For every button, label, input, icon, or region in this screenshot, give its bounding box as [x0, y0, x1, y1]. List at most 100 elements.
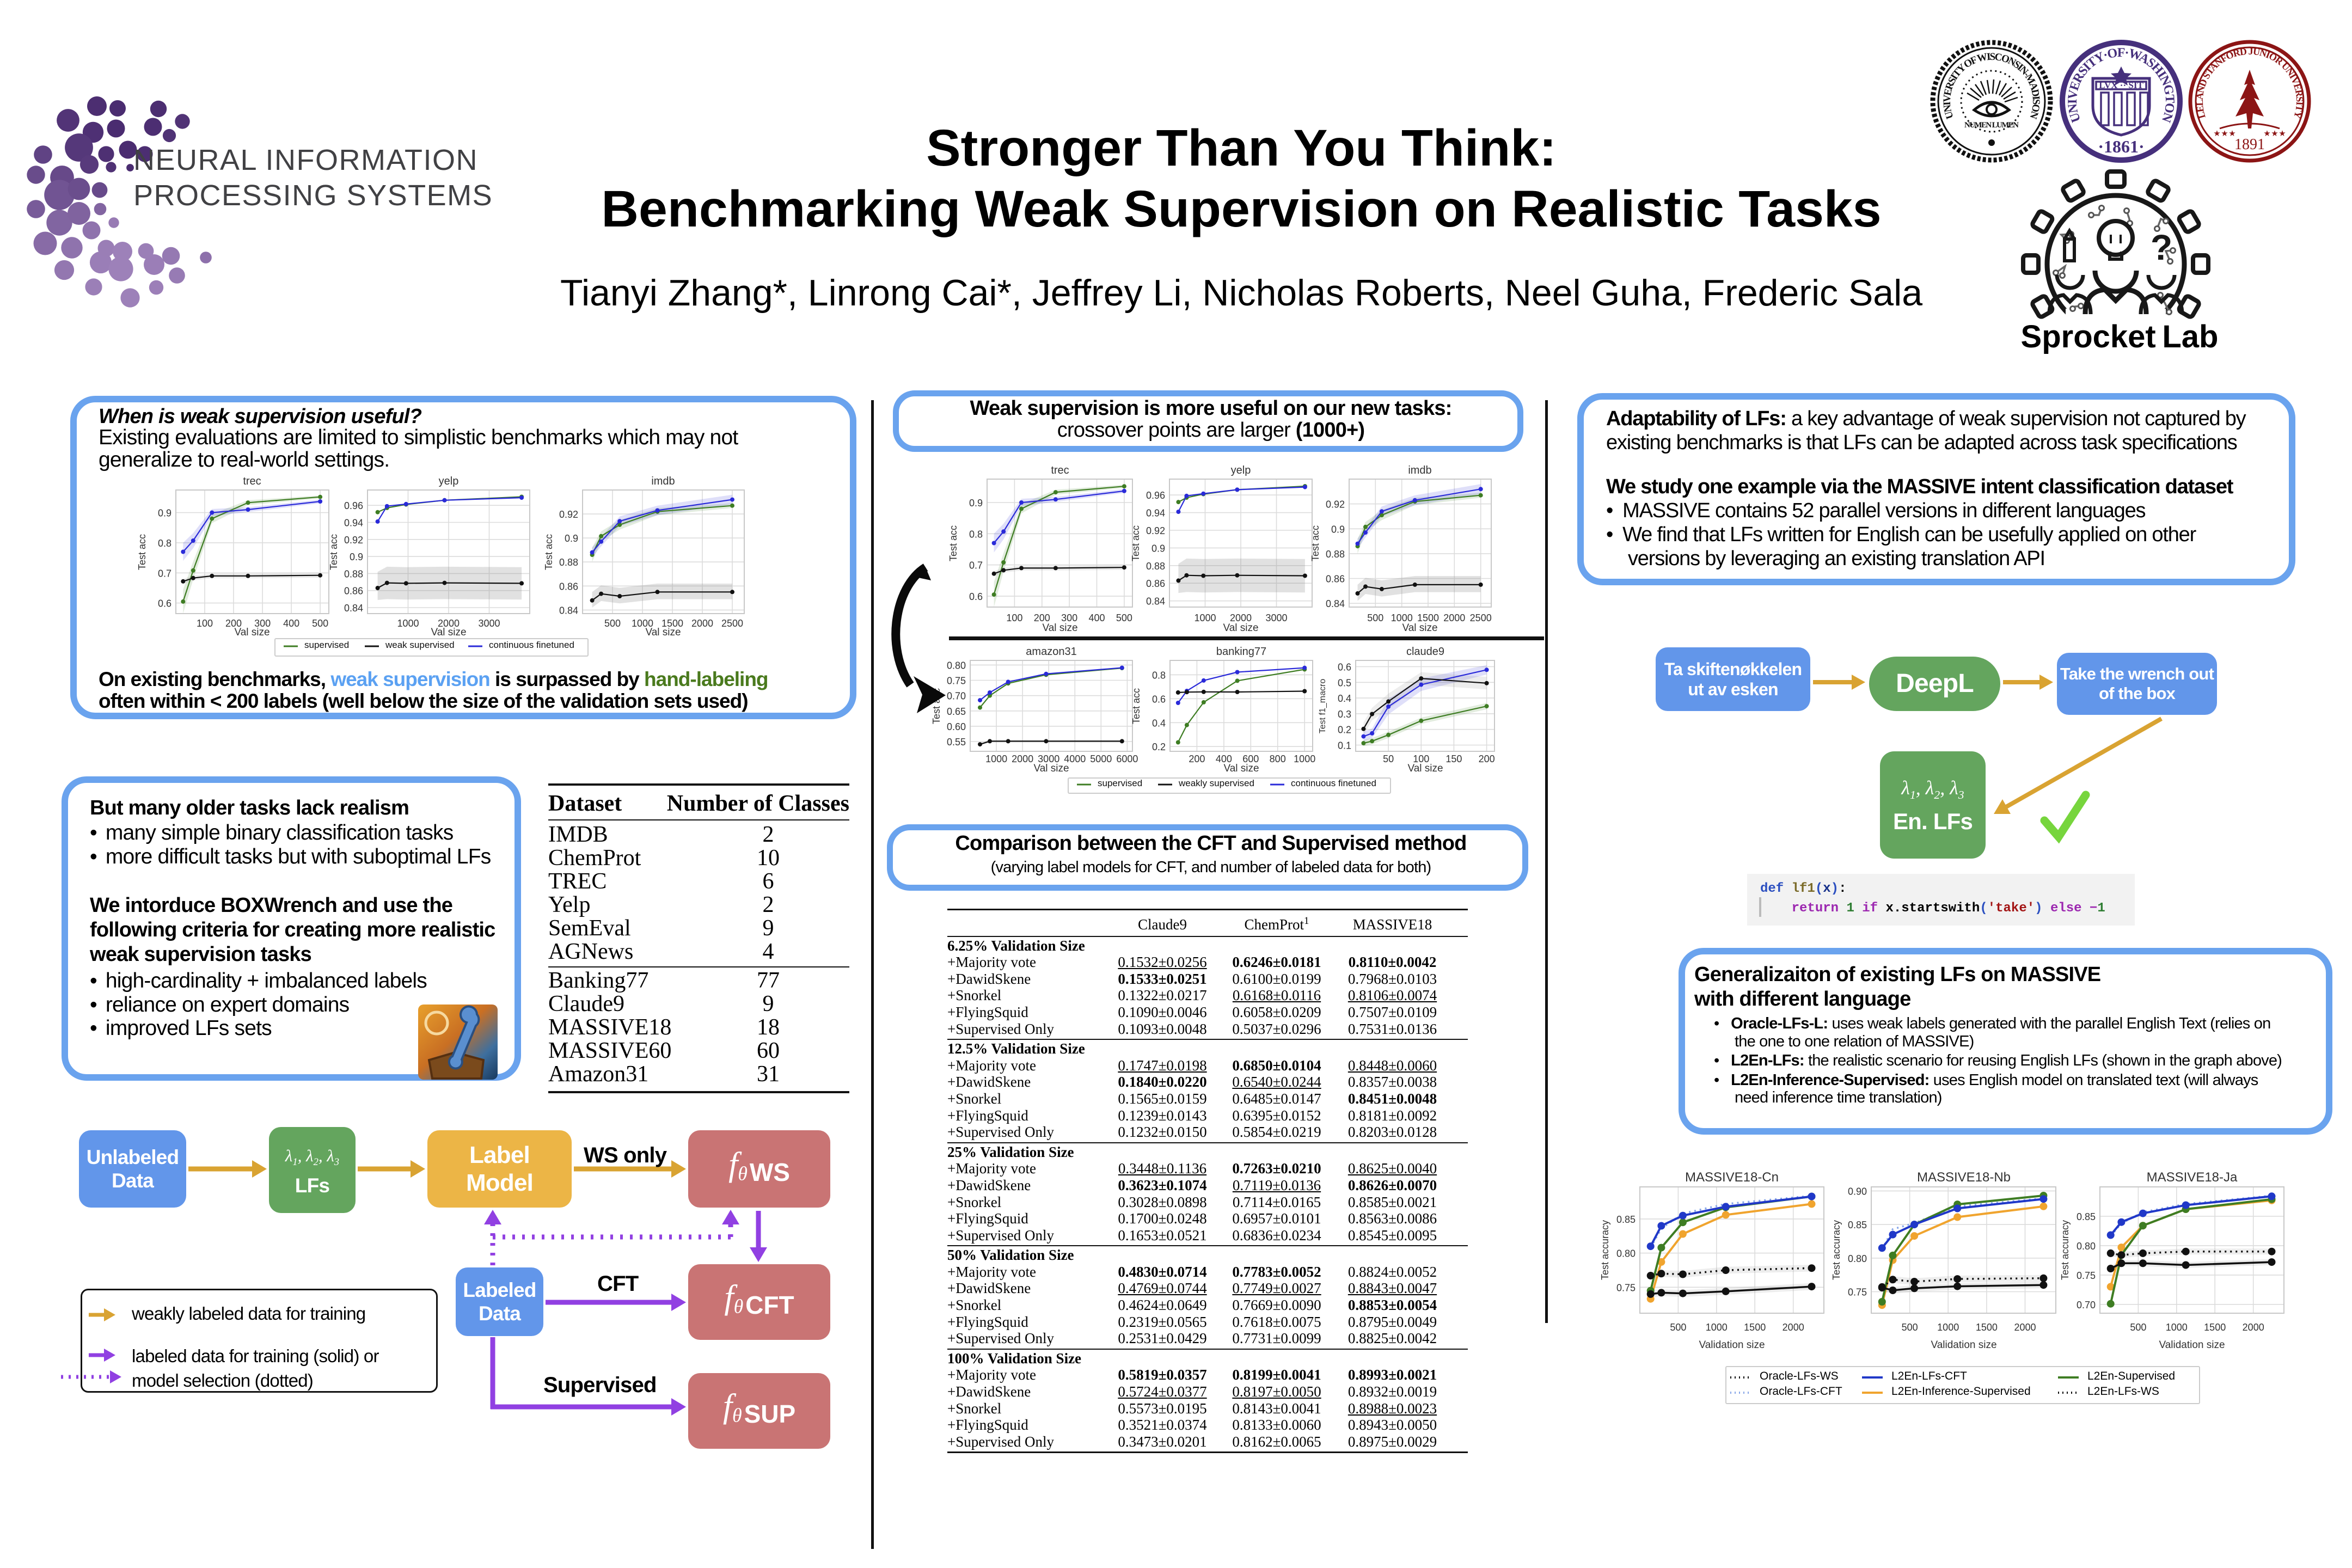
- svg-text:0.92: 0.92: [1146, 525, 1165, 536]
- svg-text:Test acc: Test acc: [1131, 688, 1142, 724]
- svg-text:1000: 1000: [632, 618, 653, 629]
- svg-text:500: 500: [604, 618, 621, 629]
- svg-text:MASSIVE18-Nb: MASSIVE18-Nb: [1917, 1170, 2011, 1185]
- svg-text:1500: 1500: [1744, 1322, 1766, 1333]
- svg-text:Val size: Val size: [431, 627, 466, 638]
- svg-text:Test acc: Test acc: [1130, 525, 1141, 561]
- svg-text:Test acc: Test acc: [137, 534, 148, 570]
- svg-text:300: 300: [254, 618, 271, 629]
- svg-text:0.7: 0.7: [969, 560, 983, 571]
- svg-text:Test acc: Test acc: [948, 525, 959, 561]
- svg-text:Test acc: Test acc: [1310, 525, 1321, 561]
- svg-text:0.90: 0.90: [1848, 1186, 1867, 1197]
- svg-text:0.96: 0.96: [1146, 490, 1165, 501]
- svg-text:0.2: 0.2: [1338, 725, 1351, 736]
- svg-text:0.84: 0.84: [1326, 598, 1345, 609]
- svg-text:1000: 1000: [1391, 612, 1413, 623]
- svg-text:Test acc: Test acc: [328, 534, 339, 570]
- svg-text:·1861·: ·1861·: [2098, 137, 2144, 156]
- svg-text:1891: 1891: [2234, 136, 2265, 153]
- svg-text:0.80: 0.80: [1848, 1253, 1867, 1264]
- svg-text:0.92: 0.92: [1326, 499, 1345, 510]
- svg-text:1000: 1000: [1294, 754, 1315, 764]
- svg-text:0.94: 0.94: [1146, 508, 1165, 519]
- svg-text:0.4: 0.4: [1338, 693, 1351, 704]
- svg-text:200: 200: [1479, 754, 1495, 764]
- svg-text:500: 500: [312, 618, 328, 629]
- svg-text:0.85: 0.85: [2077, 1211, 2096, 1222]
- svg-text:3000: 3000: [478, 618, 500, 629]
- svg-text:300: 300: [1061, 612, 1077, 623]
- svg-text:0.86: 0.86: [344, 586, 363, 597]
- svg-text:0.94: 0.94: [344, 518, 363, 529]
- svg-text:★: ★: [2263, 129, 2270, 138]
- svg-text:800: 800: [1270, 754, 1286, 764]
- svg-text:0.9: 0.9: [158, 508, 171, 519]
- svg-text:0.85: 0.85: [1616, 1214, 1636, 1225]
- svg-text:0.9: 0.9: [350, 552, 363, 562]
- svg-text:?: ?: [2151, 227, 2172, 267]
- svg-text:500: 500: [1116, 612, 1132, 623]
- svg-text:0.75: 0.75: [2077, 1270, 2096, 1281]
- svg-text:Test accuracy: Test accuracy: [1831, 1220, 1842, 1280]
- svg-text:100: 100: [1006, 612, 1022, 623]
- svg-text:0.84: 0.84: [559, 605, 578, 616]
- svg-text:0.86: 0.86: [559, 581, 578, 592]
- svg-text:1000: 1000: [985, 754, 1007, 764]
- svg-text:0.9: 0.9: [969, 498, 983, 509]
- svg-text:yelp: yelp: [439, 475, 459, 487]
- svg-text:trec: trec: [243, 475, 261, 487]
- svg-text:Validation size: Validation size: [1699, 1339, 1765, 1351]
- svg-text:banking77: banking77: [1216, 646, 1266, 658]
- svg-text:0.8: 0.8: [158, 538, 171, 549]
- svg-text:Test accuracy: Test accuracy: [2060, 1220, 2071, 1280]
- svg-text:5000: 5000: [1090, 754, 1112, 764]
- svg-text:0.80: 0.80: [1616, 1248, 1636, 1259]
- svg-text:0.84: 0.84: [1146, 596, 1165, 607]
- svg-text:0.70: 0.70: [2077, 1300, 2096, 1310]
- svg-text:1000: 1000: [1937, 1322, 1959, 1333]
- svg-text:imdb: imdb: [651, 475, 675, 487]
- svg-text:★: ★: [2278, 129, 2286, 138]
- svg-text:1000: 1000: [397, 618, 419, 629]
- svg-text:100: 100: [197, 618, 213, 629]
- svg-text:0.6: 0.6: [1152, 694, 1166, 705]
- svg-text:0.65: 0.65: [947, 706, 966, 717]
- svg-text:2000: 2000: [438, 618, 460, 629]
- svg-text:Val size: Val size: [1042, 622, 1077, 634]
- svg-text:100: 100: [1413, 754, 1429, 764]
- svg-text:0.86: 0.86: [1326, 574, 1345, 585]
- svg-text:2000: 2000: [1443, 612, 1465, 623]
- svg-text:0.92: 0.92: [559, 509, 578, 520]
- svg-text:4000: 4000: [1064, 754, 1086, 764]
- svg-text:2000: 2000: [1012, 754, 1033, 764]
- svg-text:2000: 2000: [2014, 1322, 2036, 1333]
- svg-text:3000: 3000: [1265, 612, 1287, 623]
- svg-text:500: 500: [1902, 1322, 1918, 1333]
- svg-text:2000: 2000: [1783, 1322, 1804, 1333]
- svg-text:Test acc: Test acc: [543, 534, 554, 570]
- svg-text:Validation size: Validation size: [1931, 1339, 1996, 1351]
- svg-text:0.96: 0.96: [344, 500, 363, 511]
- svg-text:★: ★: [2221, 129, 2228, 138]
- svg-text:0.88: 0.88: [344, 568, 363, 579]
- svg-text:amazon31: amazon31: [1026, 646, 1076, 658]
- svg-text:0.80: 0.80: [947, 660, 966, 671]
- svg-text:2500: 2500: [721, 618, 743, 629]
- svg-text:0.70: 0.70: [947, 691, 966, 702]
- svg-text:MASSIVE18-Ja: MASSIVE18-Ja: [2147, 1170, 2238, 1185]
- svg-text:NUMEN LUMEN: NUMEN LUMEN: [1964, 121, 2019, 130]
- svg-text:500: 500: [1367, 612, 1383, 623]
- svg-text:Validation size: Validation size: [2159, 1339, 2225, 1351]
- svg-text:1500: 1500: [2204, 1322, 2226, 1333]
- svg-text:400: 400: [1216, 754, 1232, 764]
- svg-text:0.7: 0.7: [158, 568, 171, 579]
- svg-text:1500: 1500: [1417, 612, 1439, 623]
- svg-text:0.86: 0.86: [1146, 578, 1165, 589]
- svg-text:yelp: yelp: [1231, 464, 1251, 476]
- svg-text:1500: 1500: [1976, 1322, 1998, 1333]
- svg-text:6000: 6000: [1116, 754, 1138, 764]
- svg-text:★: ★: [2213, 129, 2220, 138]
- svg-text:0.75: 0.75: [1616, 1282, 1636, 1293]
- svg-text:Val size: Val size: [1223, 763, 1259, 774]
